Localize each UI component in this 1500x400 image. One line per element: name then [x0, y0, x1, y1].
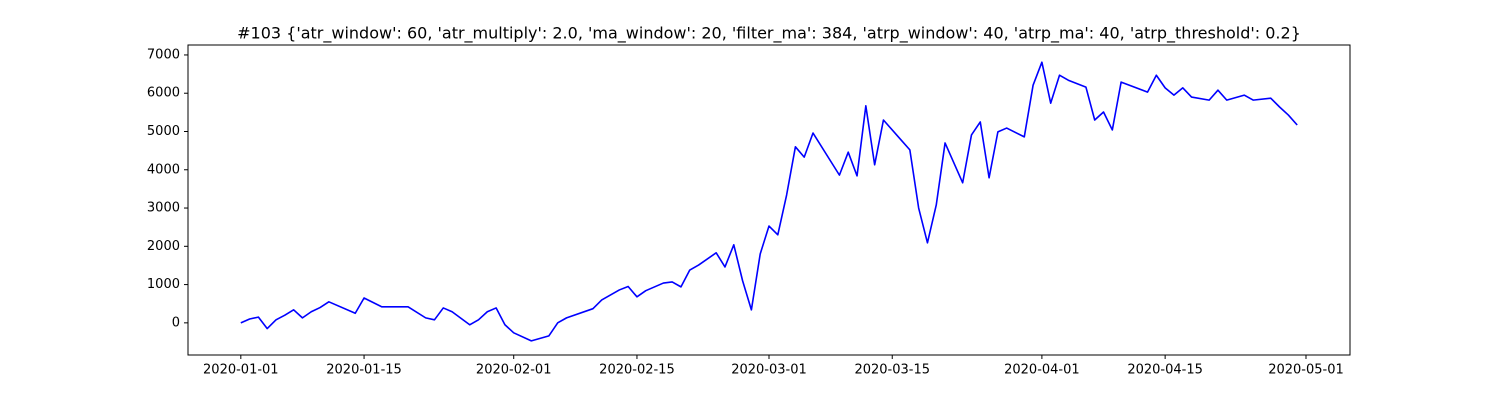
y-tick-label: 3000 [147, 201, 180, 216]
x-tick-label: 2020-01-01 [203, 363, 279, 378]
x-tick-label: 2020-01-15 [326, 363, 402, 378]
y-tick-label: 7000 [147, 47, 180, 62]
y-tick-label: 4000 [147, 162, 180, 177]
y-tick-label: 6000 [147, 86, 180, 101]
y-tick-label: 5000 [147, 124, 180, 139]
y-tick-label: 2000 [147, 239, 180, 254]
y-tick-label: 1000 [147, 277, 180, 292]
line [240, 61, 1298, 342]
chart-title: #103 {'atr_window': 60, 'atr_multiply': … [237, 24, 1301, 44]
x-tick-label: 2020-04-15 [1127, 363, 1203, 378]
x-tick-label: 2020-02-15 [599, 363, 675, 378]
x-tick-label: 2020-05-01 [1268, 363, 1344, 378]
x-tick-label: 2020-03-15 [854, 363, 930, 378]
x-tick-label: 2020-02-01 [476, 363, 552, 378]
x-tick-label: 2020-03-01 [731, 363, 807, 378]
x-tick-label: 2020-04-01 [1004, 363, 1080, 378]
plot-frame [187, 44, 1351, 356]
y-tick-label: 0 [172, 315, 180, 330]
